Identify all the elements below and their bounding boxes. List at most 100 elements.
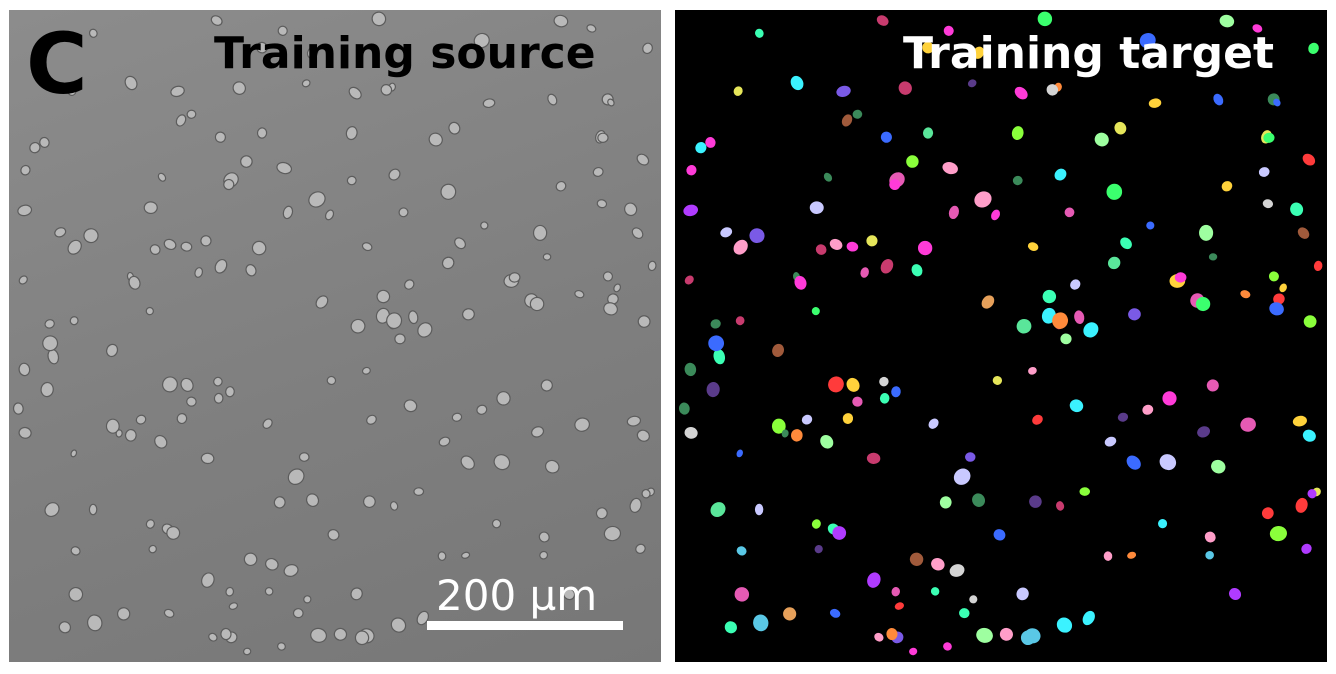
cell bbox=[44, 319, 55, 329]
cell-mask bbox=[1070, 279, 1081, 290]
cell-mask bbox=[1120, 237, 1132, 250]
cell-mask bbox=[922, 41, 934, 54]
cell-mask bbox=[1029, 495, 1042, 508]
cell bbox=[386, 312, 403, 330]
cell bbox=[350, 587, 363, 601]
cell bbox=[124, 428, 137, 442]
cell-mask bbox=[1219, 14, 1235, 28]
training-source-title: Training source bbox=[214, 28, 596, 79]
cell-mask bbox=[823, 172, 833, 182]
cell bbox=[440, 183, 457, 200]
cell-mask bbox=[973, 46, 985, 59]
cell-mask bbox=[1142, 404, 1154, 415]
cell-mask bbox=[876, 15, 889, 26]
cell-mask bbox=[710, 319, 721, 329]
cell bbox=[232, 81, 247, 95]
cell bbox=[346, 175, 357, 186]
cell-mask bbox=[1082, 610, 1095, 626]
cell bbox=[145, 306, 154, 316]
cell bbox=[404, 279, 415, 290]
cell bbox=[87, 614, 103, 632]
cell bbox=[642, 42, 653, 55]
cell bbox=[70, 546, 81, 556]
cell bbox=[20, 164, 31, 176]
cell bbox=[366, 414, 377, 425]
cell-mask bbox=[1126, 455, 1141, 470]
cell bbox=[592, 166, 604, 177]
cell-mask bbox=[1240, 417, 1256, 432]
cell-mask bbox=[852, 396, 863, 407]
cell bbox=[214, 258, 228, 274]
cell-mask bbox=[879, 376, 889, 387]
cell-mask bbox=[811, 307, 820, 316]
cell bbox=[68, 586, 84, 602]
cell-mask bbox=[1279, 283, 1287, 293]
cell-mask bbox=[1128, 308, 1141, 321]
cell-mask bbox=[1301, 543, 1312, 554]
cell-mask bbox=[967, 79, 977, 88]
cell-mask bbox=[1037, 11, 1053, 27]
cell bbox=[276, 161, 293, 175]
cell bbox=[647, 260, 657, 272]
cell-mask bbox=[1213, 93, 1224, 106]
cell-mask bbox=[1042, 289, 1057, 304]
cell-mask bbox=[820, 435, 834, 449]
cell bbox=[245, 264, 257, 277]
cell-mask bbox=[1208, 253, 1218, 261]
cell-mask bbox=[783, 607, 797, 621]
cell bbox=[176, 413, 188, 425]
cell bbox=[540, 379, 553, 392]
cell bbox=[116, 607, 131, 621]
cell-mask bbox=[1114, 121, 1127, 135]
cell-mask bbox=[736, 449, 743, 458]
cell bbox=[345, 126, 358, 141]
cell bbox=[210, 15, 223, 26]
cell-mask bbox=[1069, 399, 1084, 413]
cell bbox=[214, 131, 227, 143]
cell-mask bbox=[1263, 132, 1275, 143]
cell bbox=[388, 168, 401, 181]
cell bbox=[403, 399, 418, 413]
cell bbox=[149, 244, 161, 255]
cell bbox=[83, 228, 99, 244]
cell bbox=[574, 289, 585, 299]
cell-mask bbox=[1106, 183, 1123, 200]
cell-mask bbox=[679, 402, 690, 415]
cell-mask bbox=[889, 179, 901, 191]
cell bbox=[460, 455, 475, 470]
cell-mask bbox=[1032, 414, 1043, 425]
cell-mask bbox=[705, 137, 716, 148]
cell-mask bbox=[683, 204, 698, 217]
cell bbox=[555, 180, 567, 192]
cell bbox=[441, 256, 455, 270]
cell bbox=[361, 242, 373, 252]
cell bbox=[40, 381, 54, 398]
cell-mask bbox=[874, 632, 884, 642]
cell bbox=[201, 572, 215, 588]
cell bbox=[482, 98, 496, 109]
cell bbox=[303, 595, 312, 604]
cell-mask bbox=[724, 621, 737, 634]
cell-mask bbox=[754, 503, 764, 516]
cell bbox=[595, 507, 608, 520]
cell bbox=[348, 86, 362, 100]
cell bbox=[301, 79, 311, 88]
cell-mask bbox=[991, 209, 1000, 221]
cell bbox=[29, 141, 41, 154]
cell-mask bbox=[1107, 256, 1121, 270]
cell bbox=[154, 434, 168, 449]
cell-mask bbox=[1261, 507, 1274, 520]
cell bbox=[292, 608, 304, 619]
cell bbox=[363, 495, 376, 509]
cell-mask bbox=[706, 382, 720, 398]
cell-mask bbox=[695, 142, 707, 154]
cell bbox=[18, 362, 31, 377]
cell bbox=[493, 454, 511, 471]
cell bbox=[529, 296, 545, 312]
cell bbox=[106, 343, 119, 358]
cell-mask bbox=[794, 275, 807, 290]
cell bbox=[128, 275, 141, 290]
cell-mask bbox=[1011, 126, 1024, 141]
cell-mask bbox=[842, 413, 854, 424]
cell bbox=[18, 275, 28, 285]
